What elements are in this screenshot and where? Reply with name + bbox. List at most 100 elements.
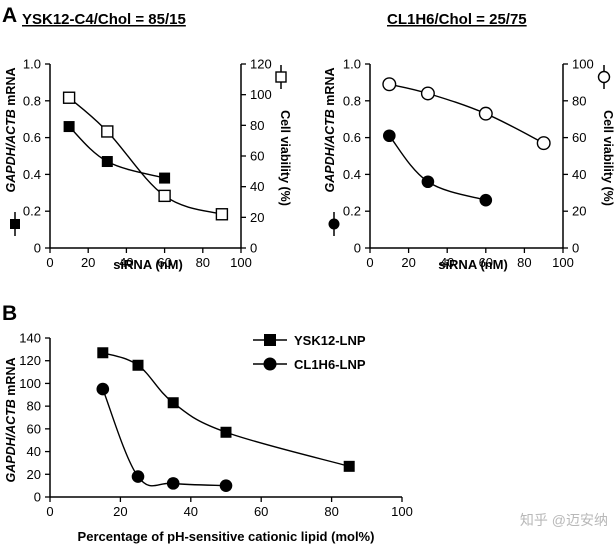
a2-plot-series-0-point xyxy=(479,193,493,207)
b-plot-ytick-label: 20 xyxy=(27,467,41,482)
a1-plot-xtick-label: 100 xyxy=(230,255,252,270)
chart-a2-ylabel-legend-marker xyxy=(328,218,340,230)
a2-plot-y2tick-label: 80 xyxy=(572,93,586,108)
b-plot-ytick-label: 0 xyxy=(34,490,41,505)
legend-label-ysk12: YSK12-LNP xyxy=(294,333,366,348)
a2-plot-ytick-label: 0.2 xyxy=(343,204,361,219)
a1-plot-ytick-label: 0.8 xyxy=(23,93,41,108)
b-plot-series-0-point xyxy=(132,359,144,371)
b-plot-ytick-label: 140 xyxy=(19,331,41,346)
a1-plot-xtick-label: 0 xyxy=(46,255,53,270)
a1-plot-ytick-label: 0 xyxy=(34,241,41,256)
watermark-text: 知乎 @迈安纳 xyxy=(520,512,608,528)
a2-plot-series-0-line xyxy=(388,135,487,201)
a2-plot-series-1-point xyxy=(382,77,397,92)
chart-a1-y2label-legend-marker xyxy=(275,71,287,83)
a2-plot-series-1-line xyxy=(389,83,545,144)
chart-a2: CL1H6/Chol = 25/75 0 20 40 60 80 100 0 0.2 0.4 0.… xyxy=(323,11,615,272)
a1-plot-xtick-label: 60 xyxy=(157,255,171,270)
chart-b-plot: 0 20 40 60 80 100 0 20 40 60 80 100 120 140 xyxy=(19,331,413,520)
a1-plot-ytick-label: 0.2 xyxy=(23,204,41,219)
chart-b-xlabel: Percentage of pH-sensitive cationic lipi… xyxy=(78,529,375,544)
a1-plot-xtick-label: 40 xyxy=(119,255,133,270)
a1-plot-series-0-point xyxy=(101,156,113,168)
a2-plot-series-0-point xyxy=(383,129,396,143)
a1-plot-ytick-label: 0.6 xyxy=(23,130,41,145)
a2-plot-ytick-label: 0.8 xyxy=(343,93,361,108)
a2-plot-y2tick-label: 20 xyxy=(572,204,586,219)
b-plot-xtick-label: 40 xyxy=(184,504,198,519)
a2-plot-series-0-point xyxy=(421,175,435,189)
b-plot-ytick-label: 100 xyxy=(19,376,41,391)
a2-plot-xtick-label: 80 xyxy=(517,255,531,270)
a1-plot-series-1-point xyxy=(215,208,229,221)
a1-plot-y2tick-label: 0 xyxy=(250,241,257,256)
a1-plot-xtick-label: 20 xyxy=(81,255,95,270)
chart-a2-title: CL1H6/Chol = 25/75 xyxy=(387,11,527,28)
chart-a2-y2label-legend-marker xyxy=(597,70,611,84)
b-plot-ytick-label: 80 xyxy=(27,399,41,414)
a2-plot-ytick-label: 0.6 xyxy=(343,130,361,145)
a1-plot-series-1-line xyxy=(68,97,223,215)
chart-a1-plot: 0 20 40 60 80 10000.20.40.60.81.0020406080100… xyxy=(23,57,272,271)
chart-a1-ylabel: GAPDH/ACTB mRNA xyxy=(4,67,18,192)
b-plot-ytick-label: 60 xyxy=(27,421,41,436)
b-plot-series-1-point xyxy=(96,382,110,396)
a1-plot-y2tick-label: 80 xyxy=(250,118,264,133)
legend-label-cl1h6: CL1H6-LNP xyxy=(294,357,366,372)
chart-a2-xlabel: siRNA (nM) xyxy=(438,257,508,272)
b-plot-xtick-label: 0 xyxy=(46,504,53,519)
b-plot-ytick-label: 120 xyxy=(19,353,41,368)
b-plot-ytick-label: 40 xyxy=(27,444,41,459)
a2-plot-ytick-label: 0.4 xyxy=(343,167,361,182)
chart-a2-ylabel: GAPDH/ACTB mRNA xyxy=(323,67,337,192)
a2-plot-series-1-point xyxy=(536,136,551,151)
chart-b-ylabel-italic: GAPDH/ACTB xyxy=(4,399,18,482)
b-plot-series-0-line xyxy=(102,352,350,468)
chart-b: 0 20 40 60 80 100 0 20 40 60 80 100 120 140 Percentag… xyxy=(4,331,413,545)
chart-a1-title: YSK12-C4/Chol = 85/15 xyxy=(22,11,186,28)
a2-plot-ytick-label: 0 xyxy=(354,241,361,256)
chart-a1-y2label: Cell viability (%) xyxy=(278,110,292,206)
a1-plot-ytick-label: 0.4 xyxy=(23,167,41,182)
a1-plot-ytick-label: 1.0 xyxy=(23,57,41,72)
a1-plot-y2tick-label: 60 xyxy=(250,149,264,164)
chart-a2-ylabel-rest: mRNA xyxy=(323,67,337,109)
a2-plot-y2tick-label: 100 xyxy=(572,57,594,72)
b-plot-series-1-line xyxy=(102,388,227,487)
a1-plot-y2tick-label: 20 xyxy=(250,210,264,225)
a1-plot-series-1-point xyxy=(101,125,114,138)
chart-b-ylabel: GAPDH/ACTB mRNA xyxy=(4,357,18,482)
a1-plot-y2tick-label: 120 xyxy=(250,57,272,72)
panel-b-letter: B xyxy=(2,302,17,325)
chart-a1-ylabel-legend-marker xyxy=(10,219,20,229)
a1-plot-y2tick-label: 40 xyxy=(250,179,264,194)
b-plot-xtick-label: 20 xyxy=(113,504,127,519)
a2-plot-series-1-point xyxy=(478,106,493,121)
a1-plot-xtick-label: 80 xyxy=(196,255,210,270)
b-plot-series-1-point xyxy=(219,479,233,492)
b-plot-series-0-point xyxy=(220,426,232,438)
legend-marker-ysk12 xyxy=(264,334,276,346)
legend-marker-cl1h6 xyxy=(263,357,277,371)
a1-plot-series-0-point xyxy=(159,172,171,184)
b-plot-series-1-point xyxy=(131,470,145,483)
a2-plot-xtick-label: 40 xyxy=(440,255,454,270)
a2-plot-y2tick-label: 0 xyxy=(572,241,579,256)
b-plot-series-1-point xyxy=(166,477,180,490)
a2-plot-xtick-label: 20 xyxy=(401,255,415,270)
chart-b-ylabel-rest: mRNA xyxy=(4,357,18,399)
b-plot-xtick-label: 80 xyxy=(324,504,338,519)
chart-a1-ylabel-italic: GAPDH/ACTB xyxy=(4,109,18,192)
chart-a2-y2label: Cell viability (%) xyxy=(601,110,615,206)
b-plot-xtick-label: 100 xyxy=(391,504,413,519)
a2-plot-y2tick-label: 60 xyxy=(572,130,586,145)
b-plot-series-0-point xyxy=(97,347,109,359)
chart-a1-xlabel: siRNA (nM) xyxy=(113,257,183,272)
b-plot-series-0-point xyxy=(167,397,179,409)
a1-plot-series-1-point xyxy=(158,189,171,203)
b-plot-xtick-label: 60 xyxy=(254,504,268,519)
b-plot-series-0-point xyxy=(343,460,355,472)
